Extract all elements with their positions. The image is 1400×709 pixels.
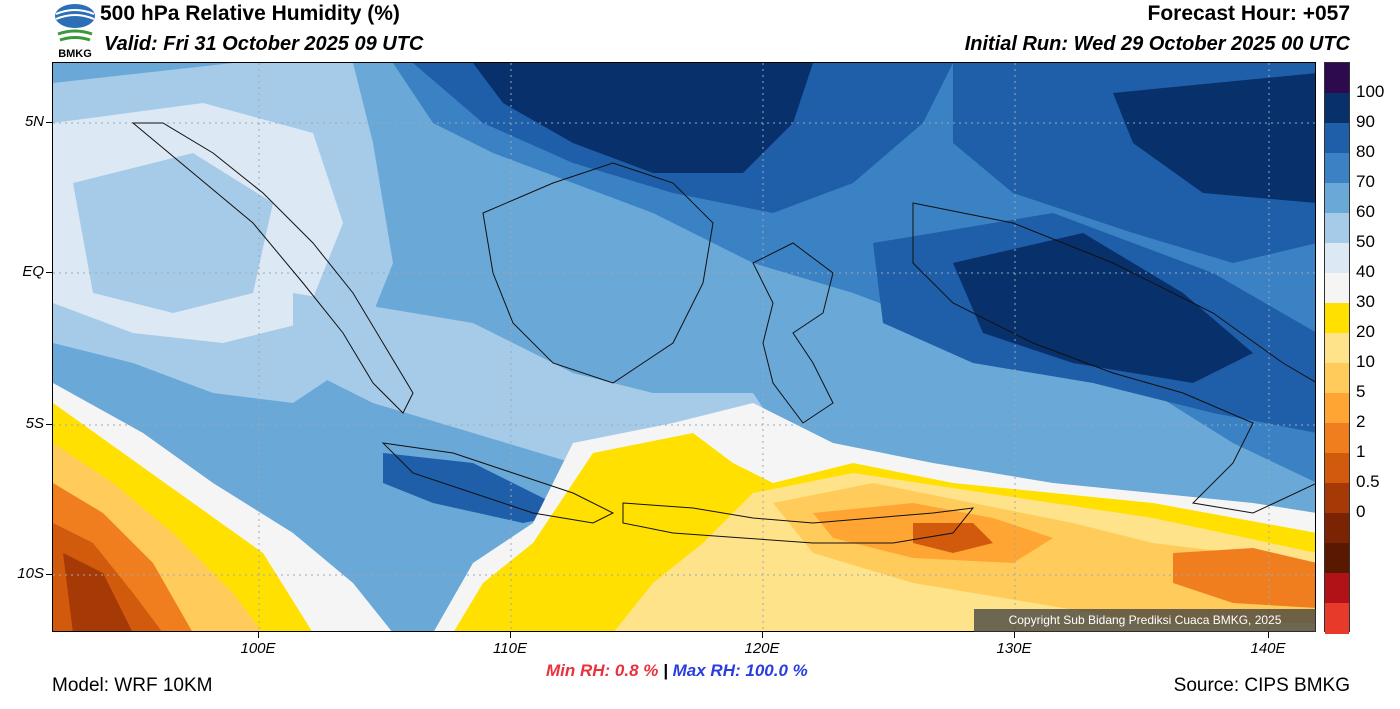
colorbar-label: 60: [1356, 202, 1375, 221]
colorbar-segment: [1325, 573, 1349, 604]
colorbar-segment: [1325, 603, 1349, 634]
model-name: Model: WRF 10KM: [52, 675, 213, 696]
colorbar-label: 0: [1356, 502, 1366, 521]
colorbar-segment: [1325, 483, 1349, 514]
colorbar-segment: [1325, 333, 1349, 364]
min-max-stats: Min RH: 0.8 % | Max RH: 100.0 %: [546, 661, 808, 681]
forecast-hour: Forecast Hour: +057: [1147, 2, 1351, 25]
colorbar-label: 70: [1356, 172, 1375, 191]
copyright-notice: Copyright Sub Bidang Prediksi Cuaca BMKG…: [974, 609, 1316, 632]
min-rh: Min RH: 0.8 %: [546, 661, 659, 680]
colorbar-label: 1: [1356, 442, 1366, 461]
valid-time: Valid: Fri 31 October 2025 09 UTC: [104, 33, 424, 55]
colorbar-segment: [1325, 153, 1349, 184]
colorbar-label: 40: [1356, 262, 1375, 281]
colorbar-segment: [1325, 93, 1349, 124]
colorbar-segment: [1325, 213, 1349, 244]
logo-text: BMKG: [58, 48, 92, 60]
data-source: Source: CIPS BMKG: [1173, 675, 1350, 696]
colorbar-segment: [1325, 243, 1349, 274]
colorbar-segment: [1325, 423, 1349, 454]
map-title: 500 hPa Relative Humidity (%): [100, 2, 400, 25]
lon-label-120e: 120E: [744, 640, 780, 657]
colorbar-label: 90: [1356, 112, 1375, 131]
colorbar-label: 5: [1356, 382, 1366, 401]
lon-tick: [258, 632, 259, 638]
colorbar-segment: [1325, 543, 1349, 574]
colorbar: [1324, 62, 1350, 634]
colorbar-segment: [1325, 393, 1349, 424]
colorbar-label: 20: [1356, 322, 1375, 341]
colorbar-label: 10: [1356, 352, 1375, 371]
bmkg-logo: BMKG: [52, 2, 98, 60]
humidity-map: [52, 62, 1316, 632]
colorbar-segment: [1325, 453, 1349, 484]
lat-label-10s: 10S: [17, 565, 44, 582]
colorbar-segment: [1325, 63, 1349, 94]
lat-tick: [46, 272, 52, 273]
colorbar-label: 50: [1356, 232, 1375, 251]
lat-tick: [46, 574, 52, 575]
lon-tick: [1014, 632, 1015, 638]
colorbar-segment: [1325, 273, 1349, 304]
colorbar-segment: [1325, 513, 1349, 544]
colorbar-segment: [1325, 183, 1349, 214]
colorbar-segment: [1325, 303, 1349, 334]
lon-label-140e: 140E: [1250, 640, 1286, 657]
lat-label-5n: 5N: [24, 113, 44, 130]
max-rh: Max RH: 100.0 %: [672, 661, 808, 680]
lon-tick: [1268, 632, 1269, 638]
lon-tick: [510, 632, 511, 638]
colorbar-segment: [1325, 123, 1349, 154]
lat-label-eq: EQ: [22, 263, 44, 280]
lon-tick: [762, 632, 763, 638]
colorbar-label: 100: [1356, 82, 1385, 101]
lon-label-100e: 100E: [240, 640, 276, 657]
lat-label-5s: 5S: [25, 415, 44, 432]
lat-tick: [46, 122, 52, 123]
colorbar-label: 30: [1356, 292, 1375, 311]
lon-label-130e: 130E: [996, 640, 1032, 657]
colorbar-label: 2: [1356, 412, 1366, 431]
stats-separator: |: [663, 661, 668, 680]
initial-run: Initial Run: Wed 29 October 2025 00 UTC: [964, 33, 1350, 55]
colorbar-segment: [1325, 363, 1349, 394]
lat-tick: [46, 424, 52, 425]
colorbar-label: 80: [1356, 142, 1375, 161]
colorbar-label: 0.5: [1356, 472, 1380, 491]
lon-label-110e: 110E: [493, 640, 527, 657]
humidity-field: [53, 63, 1315, 631]
